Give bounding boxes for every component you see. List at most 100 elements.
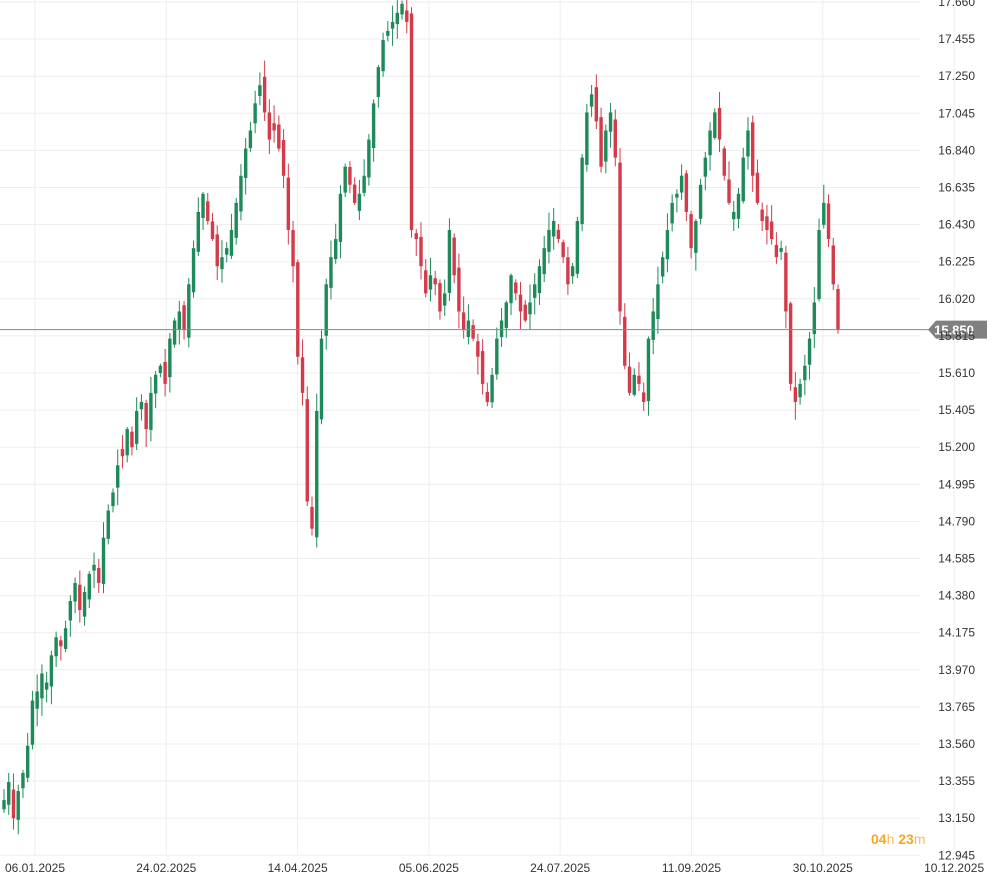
candle-body-up [92, 564, 96, 571]
candle-body-down [594, 87, 599, 122]
candle-body-up [2, 800, 6, 810]
candle-body-down [613, 119, 617, 158]
candle-body-down [305, 399, 309, 502]
candle-body-down [281, 140, 286, 176]
y-tick-label: 13.560 [938, 737, 975, 751]
candle-body-down [637, 375, 641, 384]
candle-body-down [561, 242, 565, 258]
candle-body-down [750, 122, 755, 176]
candle-body-up [168, 338, 172, 378]
candle-body-up [817, 230, 821, 300]
y-tick-label: 14.380 [938, 589, 975, 603]
candle-body-up [82, 591, 87, 617]
y-tick-label: 15.815 [938, 329, 975, 343]
candle-body-down [210, 221, 215, 240]
candle-body-up [390, 21, 395, 29]
countdown-minutes-unit: m [913, 831, 926, 847]
candle-body-down [684, 173, 689, 212]
candle-body-up [134, 411, 139, 444]
candle-body-up [746, 130, 750, 157]
candle-body-up [229, 230, 234, 256]
candle-body-down [262, 76, 267, 113]
x-tick-label: 14.04.2025 [268, 861, 328, 875]
candle-body-up [447, 230, 452, 293]
candle-body-up [585, 112, 589, 165]
candle-body-down [831, 245, 835, 285]
candle-body-up [803, 365, 807, 381]
y-tick-label: 17.045 [938, 106, 975, 120]
candle-body-down [599, 117, 603, 167]
candle-body-down [405, 10, 409, 22]
candle-body-down [774, 244, 779, 258]
y-tick-label: 16.430 [938, 218, 975, 232]
candle-body-up [660, 257, 665, 277]
candle-body-down [556, 229, 561, 240]
candle-body-up [798, 383, 802, 398]
y-tick-label: 13.150 [938, 811, 975, 825]
y-tick-label: 16.635 [938, 181, 975, 195]
candle-body-up [713, 112, 717, 138]
candle-body-down [120, 449, 125, 457]
y-tick-label: 13.765 [938, 700, 975, 714]
candle-body-down [760, 209, 764, 221]
x-tick-label: 11.09.2025 [662, 861, 721, 875]
candle-body-up [670, 202, 674, 224]
candle-body-up [234, 202, 238, 238]
candle-body-up [357, 193, 362, 211]
candle-body-up [708, 130, 712, 156]
candle-body-up [679, 175, 684, 193]
x-tick-label: 24.02.2025 [136, 861, 196, 875]
candle-body-down [433, 278, 437, 285]
x-axis: 06.01.2025 24.02.2025 14.04.2025 05.06.2025… [5, 861, 984, 875]
candle-body-up [528, 302, 532, 315]
candle-body-up [338, 193, 343, 242]
x-tick-label: 05.06.2025 [399, 861, 459, 875]
candle-body-up [324, 284, 328, 336]
current-price-line: 15.850 [0, 320, 987, 339]
candle-body-down [291, 229, 295, 267]
candle-body-up [54, 637, 58, 657]
candle-body-up [537, 266, 542, 294]
candle-body-up [40, 673, 44, 699]
candle-body-up [248, 130, 253, 149]
y-tick-label: 13.970 [938, 663, 975, 677]
candle-body-up [101, 537, 106, 585]
candle-body-down [514, 282, 518, 294]
candle-body-up [73, 582, 77, 602]
y-tick-label: 14.995 [938, 477, 975, 491]
countdown-hours-unit: h [886, 831, 895, 847]
candle-body-up [44, 682, 49, 690]
candle-body-up [343, 166, 347, 193]
candle-body-up [333, 239, 338, 260]
candle-body-up [509, 275, 513, 304]
candle-body-up [395, 12, 400, 25]
candle-body-up [822, 202, 826, 225]
x-tick-label: 06.01.2025 [5, 861, 65, 875]
candle-body-down [352, 184, 357, 203]
y-tick-label: 14.585 [938, 552, 975, 566]
candle-body-down [566, 257, 570, 285]
candle-body-down [717, 107, 722, 140]
candle-body-up [239, 175, 243, 212]
candle-body-down [480, 351, 485, 384]
candle-body-up [63, 628, 68, 649]
y-axis: 17.660 17.455 17.250 17.045 16.840 16.635 16.4… [938, 0, 975, 862]
candle-body-up [225, 248, 229, 255]
candle-body-down [144, 403, 148, 430]
candle-body-up [490, 374, 494, 403]
y-tick-label: 14.175 [938, 626, 975, 640]
candle-body-up [172, 320, 177, 345]
candle-body-down [826, 203, 831, 240]
candle-body-up [35, 691, 39, 709]
candle-body-down [784, 252, 788, 312]
y-tick-label: 15.405 [938, 403, 975, 417]
candle-body-down [296, 262, 300, 357]
candle-body-up [812, 302, 817, 335]
candle-body-up [49, 655, 54, 687]
candle-body-down [310, 506, 314, 529]
candle-body-up [575, 220, 580, 274]
candle-body-down [485, 391, 490, 402]
candle-body-down [623, 316, 627, 366]
